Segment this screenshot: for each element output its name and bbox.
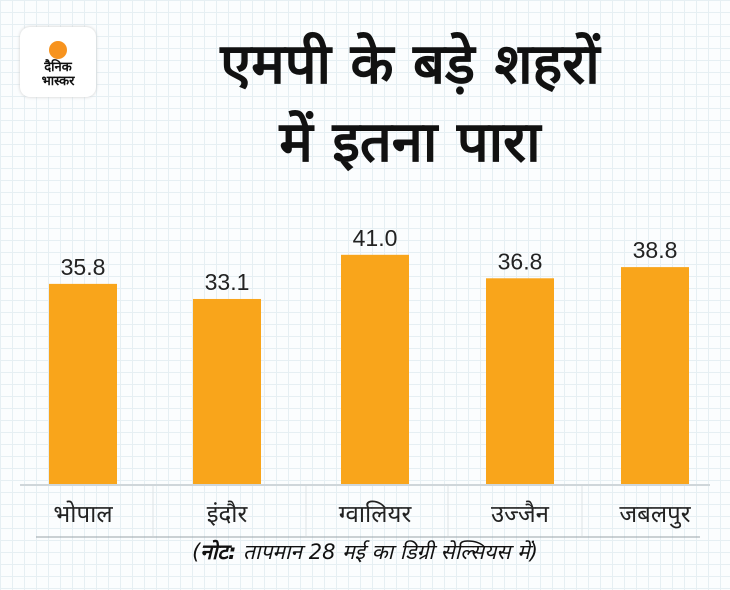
chart-title-line2: में इतना पारा [279,110,541,175]
data-label: 38.8 [633,237,678,263]
bar-1 [193,298,261,484]
data-label: 36.8 [498,248,543,274]
note-text: तापमान 28 मई का डिग्री सेल्सियस में [236,540,530,564]
bar-3 [486,278,554,484]
category-label: जबलपुर [619,500,691,529]
bar-0 [49,283,117,484]
logo-line2: भास्कर [41,74,75,89]
chart-note: (नोट: तापमान 28 मई का डिग्री सेल्सियस मे… [192,540,538,564]
note-label: नोट: [200,540,237,564]
sun-icon [49,41,67,59]
data-label: 35.8 [61,254,106,280]
chart-title-line1: एमपी के बड़े शहरों [220,32,600,97]
data-label: 41.0 [353,225,398,251]
bar-2 [341,254,409,484]
logo-line1: दैनिक [44,60,72,75]
category-label: इंदौर [207,500,249,528]
bar-4 [621,267,689,484]
category-label: ग्वालियर [339,500,413,528]
category-label: उज्जैन [491,500,550,528]
dainik-bhaskar-logo: दैनिक भास्कर [20,27,96,97]
data-label: 33.1 [205,269,250,295]
category-label: भोपाल [53,500,113,528]
